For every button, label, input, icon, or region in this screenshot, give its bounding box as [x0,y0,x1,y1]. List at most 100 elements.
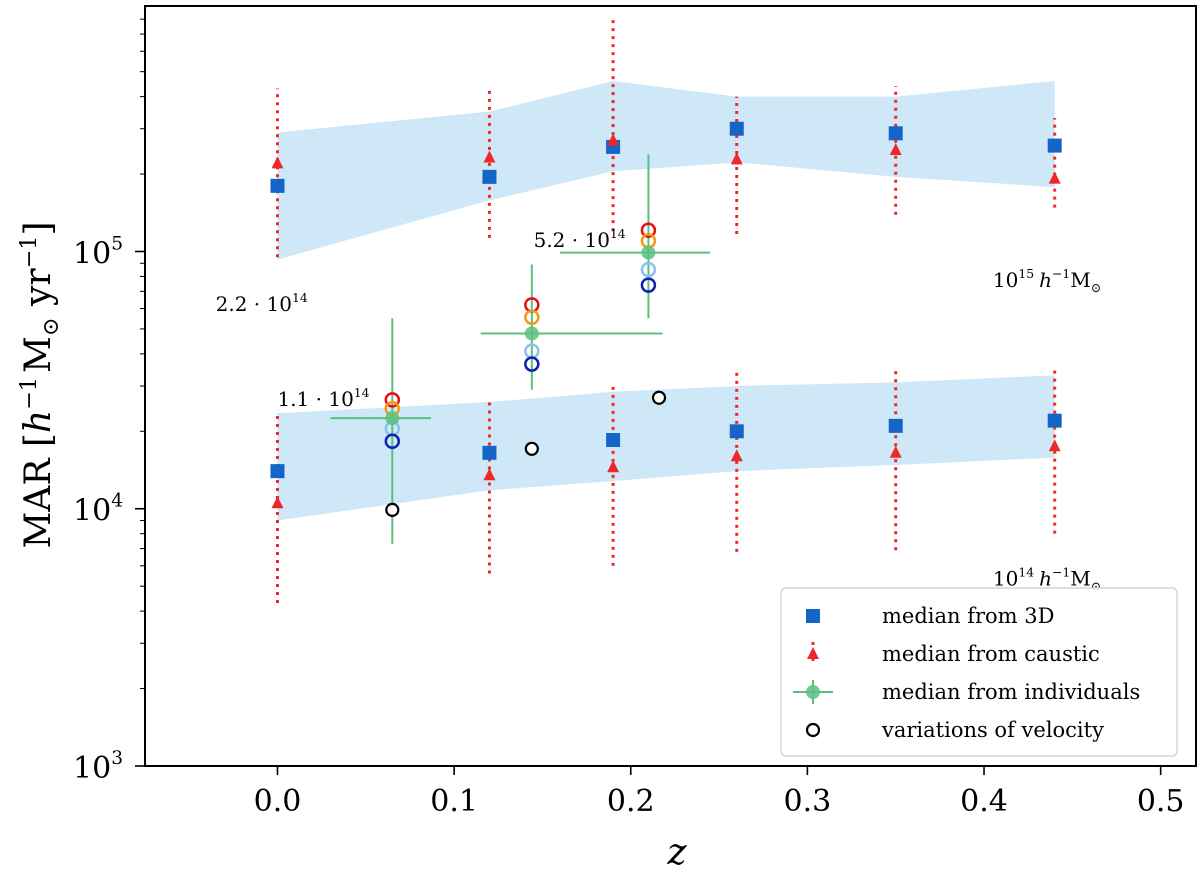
y-tick-label: 105 [73,233,123,271]
median-individuals-point [641,245,656,260]
median-3d-point [1047,413,1062,428]
group-lightblue-circle [640,261,657,278]
x-tick-label: 0.3 [784,784,832,819]
median-3d-point [606,433,621,448]
y-axis-title: MAR [h−1M⊙ yr−1] [16,221,64,548]
median-individuals-point [385,411,400,426]
group-mass-annotation: 2.2 · 1014 [216,290,308,316]
median-caustic-point [889,445,902,458]
legend-label: median from caustic [882,642,1100,666]
y-tick-label-part: 10 [73,494,111,529]
legend-triangle-marker [807,647,819,659]
band-1 [277,375,1055,521]
group-mass-annotation: 5.2 · 1014 [534,226,626,252]
group-mass-annotation-part: 1.1 · 10 [277,387,353,411]
velocity-variation-point [524,441,539,456]
y-axis-title-close: ] [18,221,59,235]
group-mass-annotation-part: 14 [292,290,308,305]
mass-label-part: 14 [1018,565,1034,580]
group-red-circle [384,392,401,408]
group-mass-annotation-part: 14 [610,226,626,241]
median-caustic-point [1048,439,1061,452]
group-red-circle [640,222,657,238]
velocity-variation-point [651,390,667,405]
x-tick-label: 0.4 [960,784,1008,819]
y-tick-label-part: 5 [111,233,123,254]
group-navy-circle [524,356,540,372]
y-axis-title-h: h [18,410,59,433]
legend: median from 3D median from caustic median … [780,587,1178,757]
median-3d-point [270,178,285,193]
median-caustic-point [483,150,496,163]
mass-label-part: M [1070,268,1090,292]
y-tick-label-part: 4 [111,491,123,512]
mass-label: 1014 h−1M⊙ [993,565,1101,594]
y-axis-title-sun: ⊙ [38,317,64,336]
mass-label-part: 15 [1018,266,1034,281]
x-tick-label: 0.2 [607,784,655,819]
group-mass-annotation: 1.1 · 1014 [277,385,369,411]
y-tick-label: 104 [73,491,123,529]
velocity-variation-point [385,502,400,517]
y-tick-label: 103 [73,748,123,786]
mass-label-part: −1 [1052,266,1070,281]
legend-label: variations of velocity [881,718,1104,742]
group-navy-circle [384,433,401,449]
scatter-bands [277,80,1055,521]
mass-label-part: 10 [993,567,1018,591]
median-3d-point [482,445,497,460]
legend-velocity-marker [805,722,821,738]
median-caustic-point [1048,171,1061,184]
mass-label-part: ⊙ [1091,579,1101,594]
group-mass-annotation-part: 5.2 · 10 [534,228,610,252]
median-caustic-point [730,449,743,462]
median-caustic-point [730,152,743,165]
group-mass-annotation-part: 2.2 · 10 [216,292,292,316]
median-caustic-point [889,143,902,156]
median-caustic-point [271,156,284,169]
legend-square-marker [806,609,820,623]
y-tick-label-part: 10 [73,751,111,786]
median-caustic-point [483,468,496,481]
legend-individuals-marker [806,685,820,699]
y-tick-label-part: 10 [73,236,111,271]
y-axis-title-yr: yr [18,268,59,318]
group-orange-circle [524,309,540,326]
mass-label-part: h [1039,567,1052,591]
median-3d-point [729,424,744,439]
mass-label: 1015 h−1M⊙ [993,266,1101,295]
median-3d-point [729,121,744,136]
mass-label-part: h [1039,268,1052,292]
median-3d-point [888,418,903,433]
legend-label: median from individuals [882,680,1140,704]
legend-box [780,587,1178,757]
x-tick-label: 0.5 [1137,784,1185,819]
y-axis-title-main: MAR [ [18,433,59,548]
median-3d-point [1047,138,1062,153]
median-caustic-point [271,496,284,509]
y-axis-title-msun: M [18,336,59,373]
median-caustic-point [607,460,620,473]
axis-ticks [135,18,1162,775]
y-axis-title-h-exp: −1 [16,377,42,410]
median-caustic-point [607,133,620,146]
group-navy-circle [640,277,657,293]
mass-label-part: −1 [1052,565,1070,580]
data-markers [270,121,1062,517]
legend-label: median from 3D [882,604,1054,628]
median-3d-point [482,169,497,184]
mass-label-part: ⊙ [1091,280,1101,295]
x-axis-title: z [667,832,688,873]
mass-label-part: 10 [993,268,1018,292]
median-3d-point [888,126,903,141]
group-mass-annotation-part: 14 [354,385,370,400]
x-tick-label: 0.0 [254,784,302,819]
mass-label-part: M [1070,567,1090,591]
x-tick-label: 0.1 [430,784,478,819]
median-individuals-point [524,326,539,341]
median-3d-point [270,464,285,479]
band-0 [277,80,1055,260]
